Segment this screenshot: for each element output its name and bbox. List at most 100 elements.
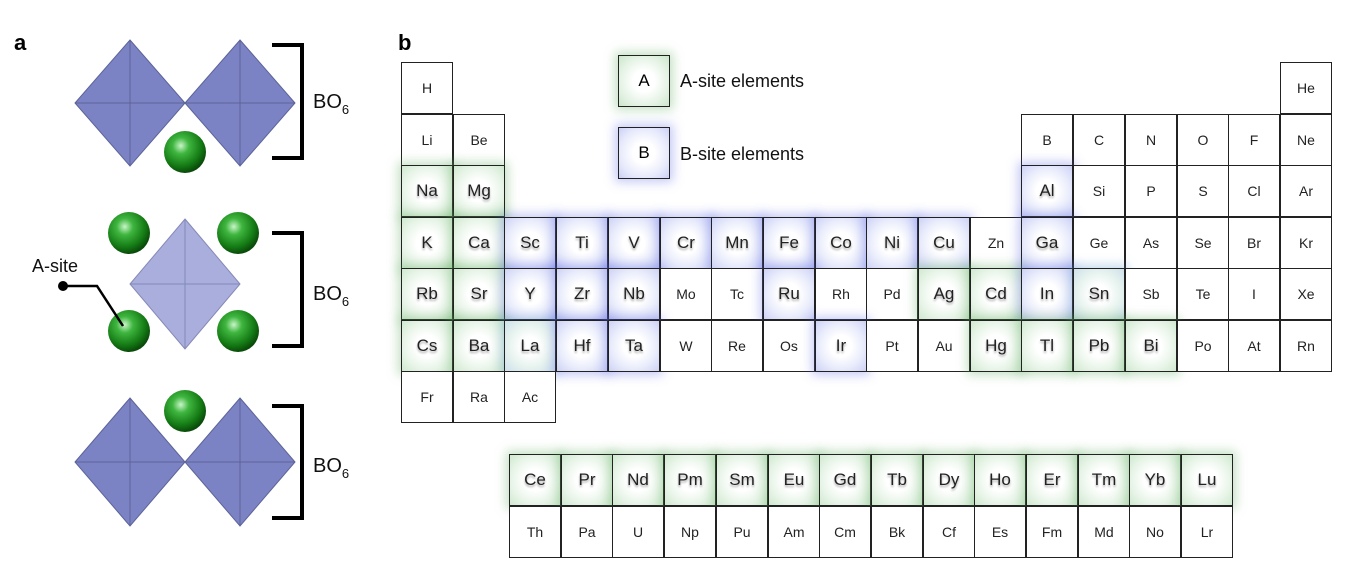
element-cell-se: Se xyxy=(1177,217,1229,269)
element-cell-mo: Mo xyxy=(660,268,712,320)
bracket-top xyxy=(272,43,304,160)
element-symbol: Mg xyxy=(467,181,491,200)
element-symbol: Pr xyxy=(578,470,596,489)
legend-b-site-text: B-site elements xyxy=(680,144,805,164)
element-symbol: Cd xyxy=(985,284,1007,303)
element-cell-am: Am xyxy=(768,506,820,558)
element-cell-ar: Ar xyxy=(1280,165,1332,217)
element-symbol: Tb xyxy=(887,470,907,489)
element-symbol: Cf xyxy=(942,524,956,540)
element-symbol: Y xyxy=(524,284,536,303)
element-cell-hf: Hf xyxy=(556,320,608,372)
octahedron-top-right xyxy=(184,39,296,167)
element-cell-cf: Cf xyxy=(923,506,975,558)
element-symbol: Ca xyxy=(468,233,490,252)
element-symbol: Al xyxy=(1039,181,1055,200)
element-symbol: Na xyxy=(416,181,438,200)
element-symbol: Xe xyxy=(1297,286,1315,302)
element-cell-ti: Ti xyxy=(556,217,608,269)
element-cell-ir: Ir xyxy=(815,320,867,372)
bracket-middle xyxy=(272,231,304,348)
element-symbol: Lr xyxy=(1200,524,1214,540)
element-cell-no: No xyxy=(1129,506,1181,558)
element-symbol: He xyxy=(1297,80,1315,96)
element-symbol: Sr xyxy=(470,284,488,303)
element-cell-li: Li xyxy=(401,114,453,166)
element-symbol: Lu xyxy=(1197,470,1217,489)
element-cell-eu: Eu xyxy=(768,454,820,506)
element-symbol: Bk xyxy=(888,524,906,540)
element-cell-c: C xyxy=(1073,114,1125,166)
a-site-sphere xyxy=(108,212,150,254)
element-cell-i: I xyxy=(1228,268,1280,320)
panel-b-label: b xyxy=(398,30,412,55)
element-cell-md: Md xyxy=(1078,506,1130,558)
element-cell-cu: Cu xyxy=(918,217,970,269)
element-cell-fe: Fe xyxy=(763,217,815,269)
element-cell-cl: Cl xyxy=(1228,165,1280,217)
element-symbol: Ga xyxy=(1035,233,1059,252)
element-cell-lr: Lr xyxy=(1181,506,1233,558)
element-cell-ta: Ta xyxy=(608,320,660,372)
element-symbol: Cl xyxy=(1247,183,1261,199)
element-cell-lu: Lu xyxy=(1181,454,1233,506)
element-symbol: F xyxy=(1249,132,1259,148)
element-cell-er: Er xyxy=(1026,454,1078,506)
element-cell-ag: Ag xyxy=(918,268,970,320)
element-cell-kr: Kr xyxy=(1280,217,1332,269)
element-cell-mg: Mg xyxy=(453,165,505,217)
element-symbol: I xyxy=(1252,286,1256,302)
element-cell-hg: Hg xyxy=(970,320,1022,372)
element-symbol: Li xyxy=(421,132,433,148)
element-cell-ru: Ru xyxy=(763,268,815,320)
element-symbol: Mn xyxy=(725,233,749,252)
element-symbol: Fr xyxy=(420,389,434,405)
element-cell-cm: Cm xyxy=(819,506,871,558)
element-cell-u: U xyxy=(612,506,664,558)
element-symbol: Eu xyxy=(783,470,805,489)
element-symbol: Pb xyxy=(1088,336,1110,355)
element-cell-nd: Nd xyxy=(612,454,664,506)
element-symbol: C xyxy=(1093,132,1105,148)
element-symbol: H xyxy=(421,80,433,96)
element-cell-mn: Mn xyxy=(711,217,763,269)
element-symbol: Rh xyxy=(832,286,850,302)
element-symbol: La xyxy=(520,336,540,355)
element-cell-ca: Ca xyxy=(453,217,505,269)
element-cell-ne: Ne xyxy=(1280,114,1332,166)
element-symbol: Md xyxy=(1094,524,1114,540)
element-symbol: N xyxy=(1145,132,1157,148)
element-cell-pt: Pt xyxy=(866,320,918,372)
element-cell-sc: Sc xyxy=(504,217,556,269)
element-cell-rb: Rb xyxy=(401,268,453,320)
element-symbol: Bi xyxy=(1143,336,1159,355)
element-symbol: Se xyxy=(1194,235,1212,251)
element-cell-o: O xyxy=(1177,114,1229,166)
element-symbol: Pu xyxy=(733,524,751,540)
element-symbol: Kr xyxy=(1299,235,1313,251)
element-cell-ra: Ra xyxy=(453,371,505,423)
element-symbol: W xyxy=(679,338,693,354)
legend-a-symbol: A xyxy=(638,71,650,90)
element-symbol: Sm xyxy=(729,470,755,489)
element-cell-zn: Zn xyxy=(970,217,1022,269)
element-symbol: No xyxy=(1146,524,1164,540)
element-symbol: Be xyxy=(470,132,488,148)
element-cell-ce: Ce xyxy=(509,454,561,506)
element-cell-es: Es xyxy=(974,506,1026,558)
element-symbol: Ta xyxy=(625,336,643,355)
element-cell-ge: Ge xyxy=(1073,217,1125,269)
element-cell-ac: Ac xyxy=(504,371,556,423)
element-cell-f: F xyxy=(1228,114,1280,166)
element-symbol: Os xyxy=(780,338,798,354)
element-cell-al: Al xyxy=(1021,165,1073,217)
element-cell-zr: Zr xyxy=(556,268,608,320)
a-site-sphere xyxy=(164,131,206,173)
legend-a-site-text: A-site elements xyxy=(680,71,805,91)
element-cell-la: La xyxy=(504,320,556,372)
element-cell-pm: Pm xyxy=(664,454,716,506)
element-cell-ga: Ga xyxy=(1021,217,1073,269)
element-cell-p: P xyxy=(1125,165,1177,217)
element-cell-na: Na xyxy=(401,165,453,217)
